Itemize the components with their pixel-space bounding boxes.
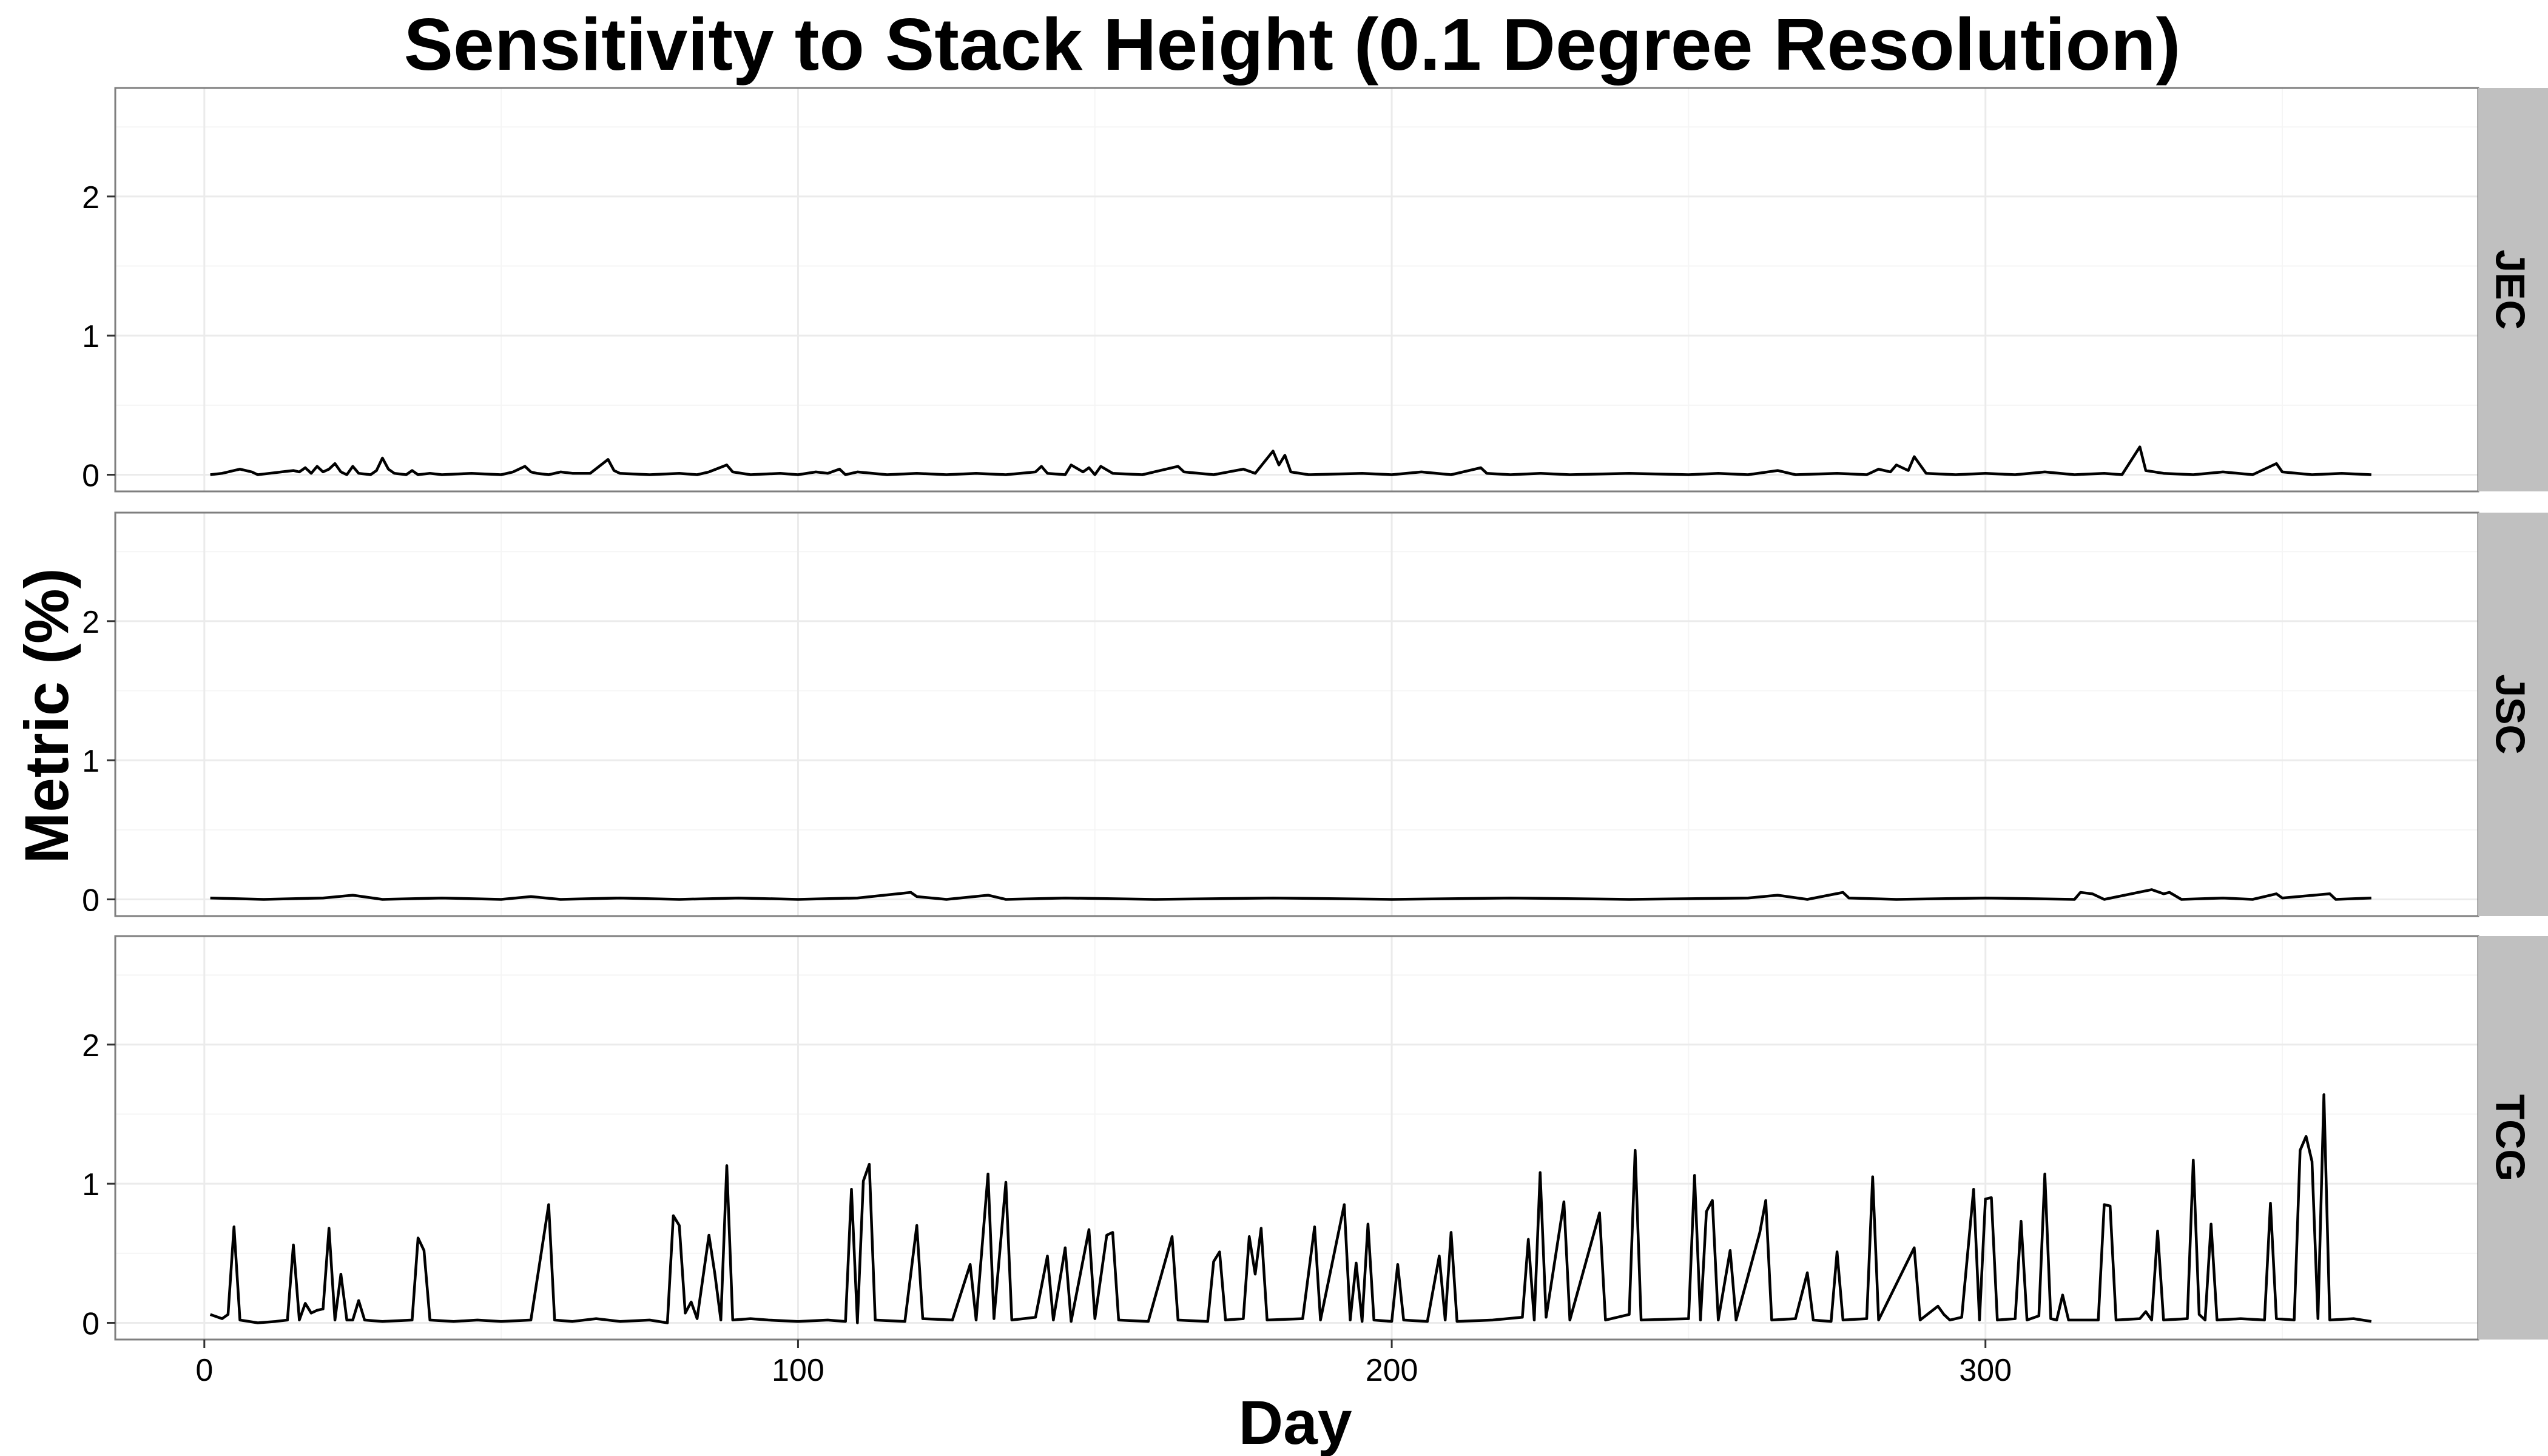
panel-jec: 0 1 2 JEC xyxy=(82,87,2548,493)
y-tick-label: 1 xyxy=(82,319,99,354)
panel-background xyxy=(115,513,2478,916)
y-tick-label: 2 xyxy=(82,1028,99,1063)
facet-strip xyxy=(2478,936,2548,1340)
y-tick-label: 1 xyxy=(82,744,99,779)
y-tick-label: 2 xyxy=(82,605,99,640)
x-axis: 0 100 200 300 xyxy=(195,1340,2012,1388)
series-line-jec xyxy=(210,445,2371,476)
series-line-jsc xyxy=(210,888,2371,901)
panel-jsc: 0 1 2 JSC xyxy=(82,511,2548,918)
facet-strip xyxy=(2478,513,2548,916)
panel-background xyxy=(115,936,2478,1340)
facet-strip-label: JEC xyxy=(2487,249,2533,329)
y-tick-label: 2 xyxy=(82,180,99,215)
x-tick-label: 300 xyxy=(1959,1353,2012,1388)
panel-background xyxy=(115,88,2478,491)
facet-strip-label: TCG xyxy=(2487,1094,2533,1182)
y-tick-label: 0 xyxy=(82,458,99,493)
x-tick-label: 200 xyxy=(1366,1353,1418,1388)
facet-strip xyxy=(2478,88,2548,491)
x-tick-label: 100 xyxy=(772,1353,824,1388)
x-tick-label: 0 xyxy=(195,1353,213,1388)
y-tick-label: 0 xyxy=(82,1306,99,1341)
panel-tcg: 0 1 2 TCG xyxy=(82,935,2548,1341)
series-line-tcg xyxy=(209,1093,2372,1324)
y-axis-title: Metric (%) xyxy=(12,568,81,863)
y-tick-label: 0 xyxy=(82,883,99,918)
chart-title: Sensitivity to Stack Height (0.1 Degree … xyxy=(404,3,2181,86)
facet-strip-label: JSC xyxy=(2487,674,2533,754)
facet-panels: 0 1 2 JEC 0 1 2 JSC 0 1 2 TCG xyxy=(82,87,2548,1341)
x-axis-title: Day xyxy=(1238,1388,1352,1456)
y-tick-label: 1 xyxy=(82,1167,99,1202)
